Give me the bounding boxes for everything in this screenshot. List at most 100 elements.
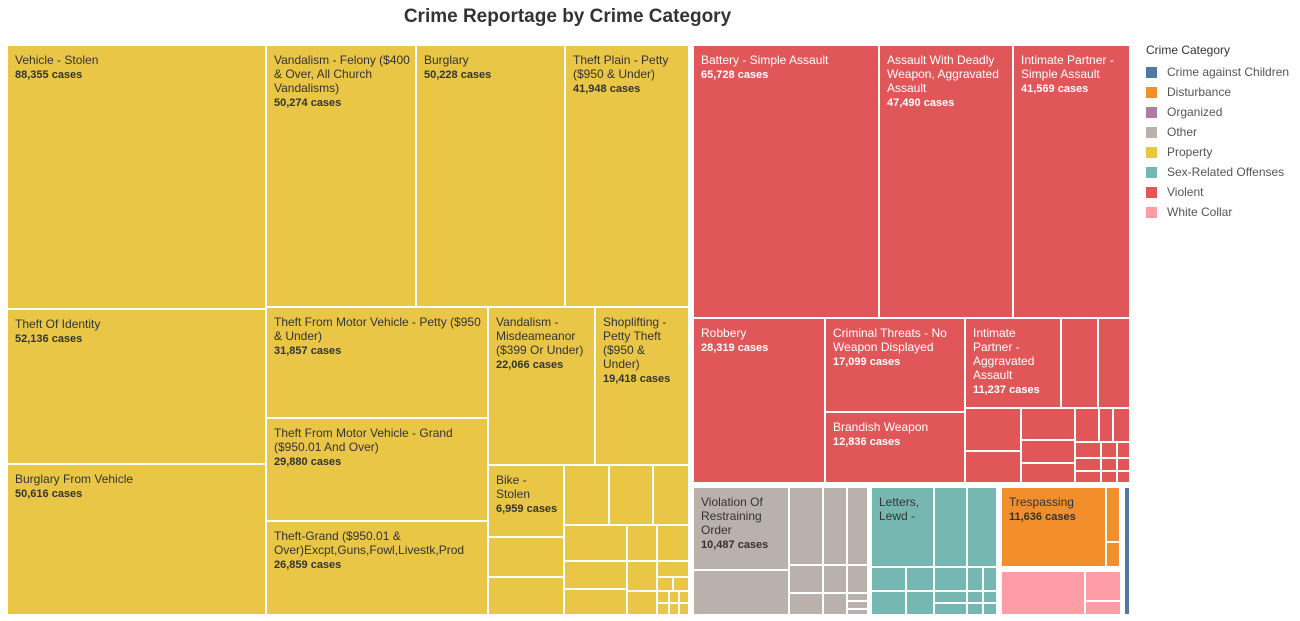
treemap-tile-bike-stolen[interactable]: Bike - Stolen 6,959 cases [488,465,564,537]
treemap-tile[interactable] [609,465,653,525]
treemap-tile[interactable] [1117,458,1130,471]
treemap-tile-shoplifting-petty-theft-950-under[interactable]: Shoplifting - Petty Theft ($950 & Under)… [595,307,689,465]
treemap-tile[interactable] [1085,601,1121,615]
treemap-tile[interactable] [1021,408,1075,440]
treemap-tile[interactable] [1117,471,1130,483]
treemap-tile[interactable] [627,591,657,615]
treemap-tile[interactable] [488,577,564,615]
treemap-tile[interactable] [564,561,627,589]
treemap-tile[interactable] [1101,471,1117,483]
treemap-tile[interactable] [669,603,679,615]
treemap-tile[interactable] [1101,458,1117,471]
treemap-tile[interactable] [965,451,1021,483]
treemap-tile[interactable] [1101,442,1117,458]
treemap-tile[interactable] [564,589,627,615]
treemap-tile[interactable] [1075,408,1099,442]
treemap-tile[interactable] [789,487,823,565]
treemap-tile[interactable] [679,591,689,603]
treemap-tile[interactable] [967,603,983,615]
treemap-tile[interactable] [673,577,689,591]
treemap-tile-intimate-partner-aggravated-assault[interactable]: Intimate Partner - Aggravated Assault 11,… [965,318,1061,408]
treemap-tile-assault-with-deadly-weapon-aggravated-assault[interactable]: Assault With Deadly Weapon, Aggravated A… [879,45,1013,318]
treemap-tile[interactable] [847,487,868,565]
treemap-tile[interactable] [657,525,689,561]
treemap-tile-burglary-from-vehicle[interactable]: Burglary From Vehicle 50,616 cases [7,464,266,615]
treemap-tile[interactable] [789,565,823,593]
treemap-tile[interactable] [669,591,679,603]
treemap-tile[interactable] [906,591,934,615]
treemap-tile[interactable] [967,591,983,603]
treemap-tile[interactable] [627,561,657,591]
legend-item[interactable]: Violent [1146,182,1300,202]
treemap-tile[interactable] [789,593,823,615]
treemap-tile[interactable] [657,561,689,577]
treemap-tile[interactable] [627,525,657,561]
treemap-tile[interactable] [679,603,689,615]
treemap-tile-theft-of-identity[interactable]: Theft Of Identity 52,136 cases [7,309,266,464]
treemap-tile-brandish-weapon[interactable]: Brandish Weapon 12,836 cases [825,412,965,483]
treemap-tile[interactable] [823,487,847,565]
treemap-tile-vandalism-misdeameanor-399-or-under[interactable]: Vandalism - Misdeameanor ($399 Or Under)… [488,307,595,465]
treemap-tile[interactable] [847,609,868,615]
treemap-tile[interactable] [657,603,669,615]
treemap-tile-vehicle-stolen[interactable]: Vehicle - Stolen 88,355 cases [7,45,266,309]
treemap-tile-battery-simple-assault[interactable]: Battery - Simple Assault 65,728 cases [693,45,879,318]
treemap-tile[interactable] [847,601,868,609]
treemap-tile-burglary[interactable]: Burglary 50,228 cases [416,45,565,307]
treemap-tile[interactable] [1098,318,1130,408]
treemap-tile[interactable] [965,408,1021,451]
treemap-tile[interactable] [934,487,967,567]
treemap-tile[interactable] [657,591,669,603]
treemap-tile-violation-of-restraining-order[interactable]: Violation Of Restraining Order 10,487 cas… [693,487,789,570]
legend-item[interactable]: White Collar [1146,202,1300,222]
treemap-tile[interactable] [847,593,868,601]
treemap-tile[interactable] [967,567,983,591]
treemap-tile-robbery[interactable]: Robbery 28,319 cases [693,318,825,483]
treemap-tile-criminal-threats-no-weapon-displayed[interactable]: Criminal Threats - No Weapon Displayed 17… [825,318,965,412]
legend-item[interactable]: Disturbance [1146,82,1300,102]
legend-item[interactable]: Other [1146,122,1300,142]
treemap-tile[interactable] [934,591,967,603]
treemap-tile-letters-lewd[interactable]: Letters, Lewd - [871,487,934,567]
treemap-tile-theft-from-motor-vehicle-grand-950-01-and-over[interactable]: Theft From Motor Vehicle - Grand ($950.0… [266,418,488,521]
treemap-tile[interactable] [1106,487,1120,542]
treemap-tile[interactable] [1075,442,1101,458]
treemap-tile[interactable] [1021,440,1075,463]
treemap-tile[interactable] [847,565,868,593]
legend-item[interactable]: Sex-Related Offenses [1146,162,1300,182]
treemap-tile[interactable] [657,577,673,591]
treemap-tile[interactable] [871,591,906,615]
treemap-tile[interactable] [1021,463,1075,483]
legend-item[interactable]: Crime against Children [1146,62,1300,82]
treemap-tile[interactable] [906,567,934,591]
treemap-tile-trespassing[interactable]: Trespassing 11,636 cases [1001,487,1106,567]
treemap-tile[interactable] [653,465,689,525]
treemap-tile[interactable] [967,487,997,567]
treemap-tile[interactable] [564,525,627,561]
treemap-tile[interactable] [1113,408,1130,442]
legend-item[interactable]: Organized [1146,102,1300,122]
treemap-tile-theft-from-motor-vehicle-petty-950-under[interactable]: Theft From Motor Vehicle - Petty ($950 &… [266,307,488,418]
treemap-tile[interactable] [1075,471,1101,483]
treemap-tile[interactable] [983,603,997,615]
treemap-tile[interactable] [1001,571,1085,615]
treemap-tile-intimate-partner-simple-assault[interactable]: Intimate Partner - Simple Assault 41,569 … [1013,45,1130,318]
treemap-tile[interactable] [1061,318,1098,408]
treemap-tile[interactable] [1085,571,1121,601]
treemap-tile[interactable] [871,567,906,591]
treemap-tile[interactable] [693,570,789,615]
treemap-tile[interactable] [823,593,847,615]
treemap-tile[interactable] [564,465,609,525]
treemap-tile[interactable] [934,567,967,591]
treemap-tile[interactable] [934,603,967,615]
treemap-tile-vandalism-felony-400-over-all-church-vandalisms[interactable]: Vandalism - Felony ($400 & Over, All Chu… [266,45,416,307]
treemap-tile[interactable] [1124,487,1130,615]
legend-item[interactable]: Property [1146,142,1300,162]
treemap-tile[interactable] [983,591,997,603]
treemap-tile[interactable] [823,565,847,593]
treemap-tile-theft-plain-petty-950-under[interactable]: Theft Plain - Petty ($950 & Under) 41,948… [565,45,689,307]
treemap-tile[interactable] [983,567,997,591]
treemap-tile-theft-grand-950-01-over-excpt-guns-fowl-livestk-prod[interactable]: Theft-Grand ($950.01 & Over)Excpt,Guns,F… [266,521,488,615]
treemap-tile[interactable] [1075,458,1101,471]
treemap-tile[interactable] [1117,442,1130,458]
